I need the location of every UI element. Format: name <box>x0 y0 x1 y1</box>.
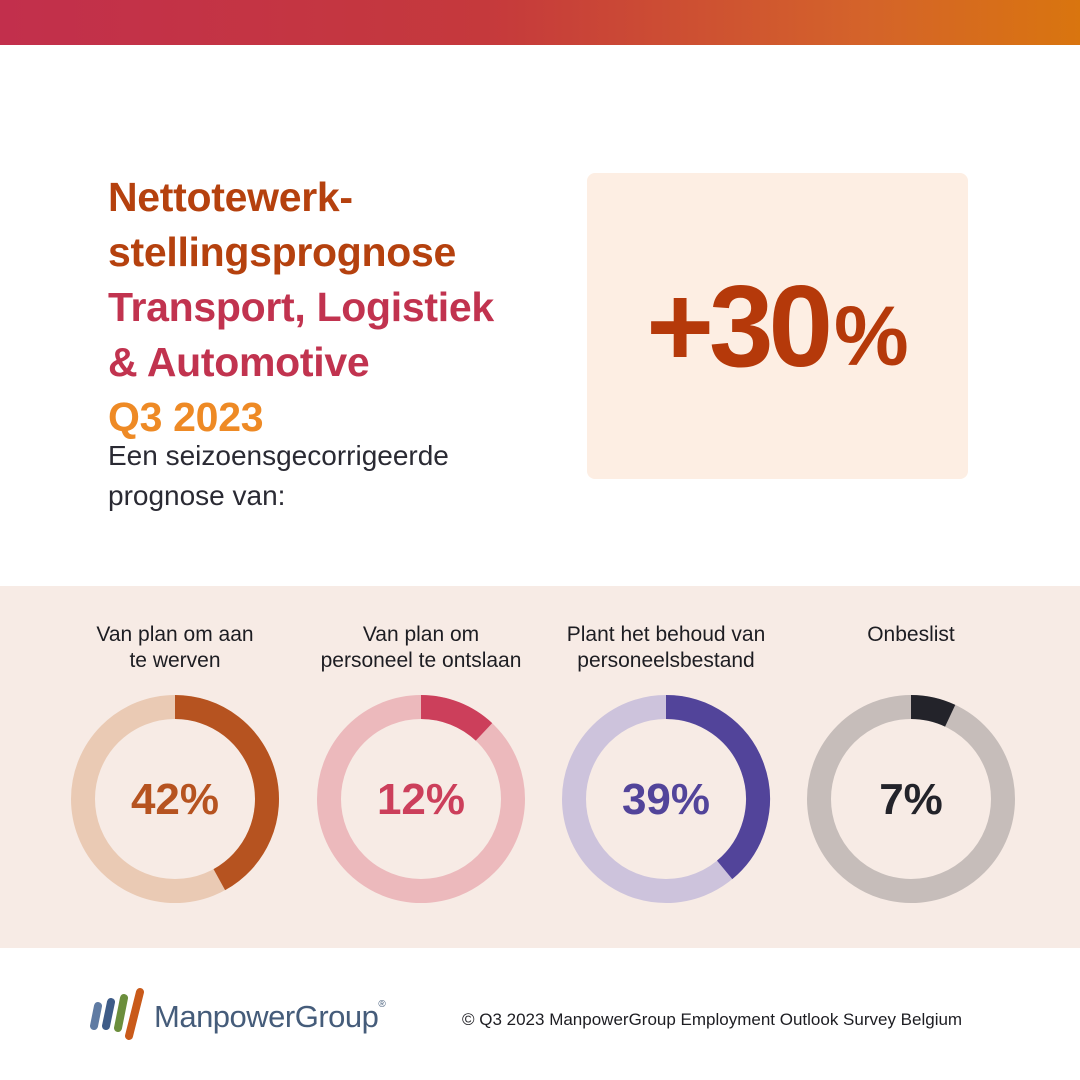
headline-line-1: Nettotewerk- <box>108 174 353 220</box>
stat-label-line: Van plan om aan <box>96 623 254 646</box>
stat-label: Onbeslist <box>786 622 1036 648</box>
stat-label: Van plan om personeel te ontslaan <box>296 622 546 674</box>
forecast-value: +30 % <box>587 173 968 479</box>
forecast-unit: % <box>834 289 909 383</box>
stat-label-line: personeel te ontslaan <box>320 649 522 672</box>
donut-value-label: 39% <box>622 775 710 824</box>
stat-label-line: Plant het behoud van <box>566 623 766 646</box>
stat-undecided: Onbeslist 7% <box>786 586 1036 948</box>
stat-label-line: te werven <box>129 649 221 672</box>
donut-value-label: 7% <box>879 775 943 824</box>
brand-name: ManpowerGroup <box>154 999 379 1034</box>
subtitle-line-2: prognose van: <box>108 480 286 511</box>
copyright-text: © Q3 2023 ManpowerGroup Employment Outlo… <box>462 1010 963 1029</box>
forecast-number: +30 <box>646 261 833 391</box>
stat-label-line: personeelsbestand <box>577 649 755 672</box>
subtitle-line-1: Een seizoensgecorrigeerde <box>108 440 449 471</box>
donut-value-label: 12% <box>377 775 465 824</box>
donut-value-arc <box>174 695 279 891</box>
stat-retention: Plant het behoud van personeelsbestand 3… <box>541 586 791 948</box>
donut-chart-undecided: 7% <box>807 695 1015 903</box>
headline-line-2: stellingsprognose <box>108 229 457 275</box>
top-gradient-bar <box>0 0 1080 45</box>
donut-chart-retention: 39% <box>562 695 770 903</box>
donut-chart-hiring: 42% <box>71 695 279 903</box>
stat-label-line: Onbeslist <box>867 623 955 646</box>
donut-value-label: 42% <box>131 775 219 824</box>
donut-value-arc <box>665 695 770 880</box>
stat-label-line: Van plan om <box>362 623 480 646</box>
donut-chart-layoffs: 12% <box>317 695 525 903</box>
headline-quarter: Q3 2023 <box>108 394 264 440</box>
stats-panel: Van plan om aan te werven 42% Van plan o… <box>0 586 1080 948</box>
manpowergroup-logo-icon <box>90 988 144 1040</box>
stat-label: Van plan om aan te werven <box>50 622 300 674</box>
headline-sector-line-1: Transport, Logistiek <box>108 284 494 330</box>
brand-registered-mark: ® <box>378 999 386 1010</box>
forecast-box: +30 % <box>587 173 968 479</box>
headline-sector-line-2: & Automotive <box>108 339 370 385</box>
donut-value-arc <box>910 695 956 727</box>
donut-value-arc <box>420 695 493 741</box>
stat-layoffs: Van plan om personeel te ontslaan 12% <box>296 586 546 948</box>
headline: Nettotewerk- stellingsprognose Transport… <box>108 170 578 445</box>
brand-wordmark: ManpowerGroup® <box>154 999 386 1035</box>
stat-label: Plant het behoud van personeelsbestand <box>541 622 791 674</box>
subtitle: Een seizoensgecorrigeerde prognose van: <box>108 436 538 516</box>
stat-hiring: Van plan om aan te werven 42% <box>50 586 300 948</box>
